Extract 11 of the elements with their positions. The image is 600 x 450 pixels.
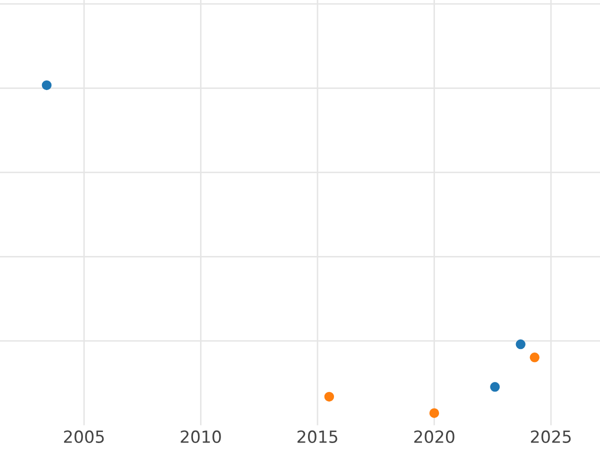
point <box>42 80 52 90</box>
point <box>429 408 440 418</box>
x-tick-label: 2025 <box>530 430 571 444</box>
point <box>490 382 500 392</box>
x-tick-label: 2005 <box>64 430 104 444</box>
point <box>324 392 334 402</box>
x-tick-label: 2015 <box>298 430 338 444</box>
x-tick-label: 2010 <box>180 430 221 444</box>
point <box>516 339 526 350</box>
x-tick-label: 2020 <box>414 430 454 444</box>
point <box>530 352 540 362</box>
